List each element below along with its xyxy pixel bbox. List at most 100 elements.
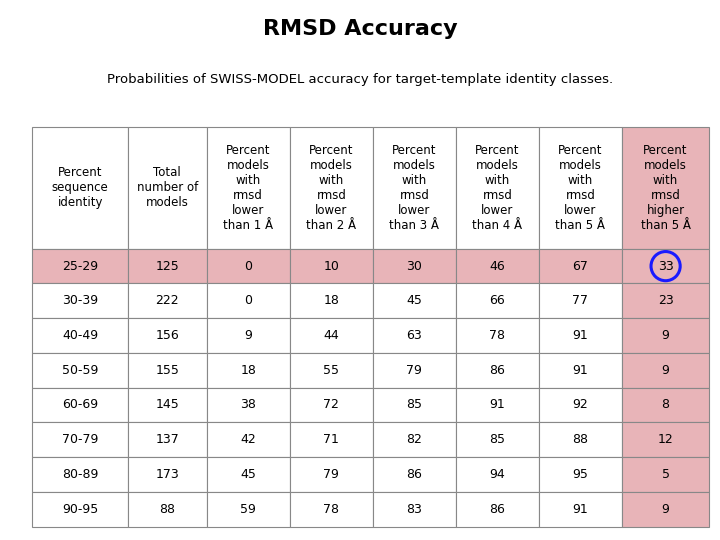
Text: Percent
models
with
rmsd
higher
than 5 Å: Percent models with rmsd higher than 5 Å [641,144,690,232]
Bar [373,284,456,318]
Bar [622,127,709,249]
Bar [32,388,128,422]
Bar [207,353,290,388]
Text: 155: 155 [156,364,179,377]
Text: 71: 71 [323,433,339,446]
Bar [622,353,709,388]
Text: 88: 88 [572,433,588,446]
Text: 222: 222 [156,294,179,307]
Text: 0: 0 [244,294,252,307]
Bar [622,249,709,284]
Bar [456,457,539,492]
Text: 91: 91 [572,503,588,516]
Bar [539,422,622,457]
Text: Probabilities of SWISS-MODEL accuracy for target-template identity classes.: Probabilities of SWISS-MODEL accuracy fo… [107,73,613,86]
Text: 83: 83 [407,503,423,516]
Bar [290,492,373,526]
Text: 40-49: 40-49 [62,329,98,342]
Text: 45: 45 [240,468,256,481]
Bar [456,284,539,318]
Bar [32,249,128,284]
Text: 12: 12 [658,433,673,446]
Text: 70-79: 70-79 [62,433,99,446]
Bar [32,284,128,318]
Bar [290,127,373,249]
Bar [622,492,709,526]
Bar [32,457,128,492]
Bar [128,318,207,353]
Text: 80-89: 80-89 [62,468,99,481]
Bar [128,492,207,526]
Text: 72: 72 [323,399,339,411]
Bar [207,457,290,492]
Bar [539,318,622,353]
Bar [207,249,290,284]
Bar [539,492,622,526]
Bar [290,318,373,353]
Bar [373,127,456,249]
Bar [128,127,207,249]
Bar [128,388,207,422]
Text: 78: 78 [323,503,339,516]
Bar [622,318,709,353]
Text: 42: 42 [240,433,256,446]
Bar [373,388,456,422]
Bar [539,284,622,318]
Bar [539,353,622,388]
Text: 9: 9 [662,364,670,377]
Text: 9: 9 [244,329,252,342]
Text: 30-39: 30-39 [62,294,98,307]
Bar [128,249,207,284]
Text: 78: 78 [490,329,505,342]
Text: 85: 85 [490,433,505,446]
Text: 55: 55 [323,364,339,377]
Text: 156: 156 [156,329,179,342]
Text: 95: 95 [572,468,588,481]
Bar [373,457,456,492]
Bar [290,388,373,422]
Bar [373,422,456,457]
Bar [539,249,622,284]
Text: 50-59: 50-59 [62,364,99,377]
Text: Total
number of
models: Total number of models [137,166,198,210]
Bar [539,127,622,249]
Text: 90-95: 90-95 [62,503,98,516]
Text: 94: 94 [490,468,505,481]
Text: 66: 66 [490,294,505,307]
Bar [207,422,290,457]
Text: 60-69: 60-69 [62,399,98,411]
Text: 63: 63 [407,329,422,342]
Bar [373,353,456,388]
Bar [32,353,128,388]
Bar [207,388,290,422]
Text: 82: 82 [407,433,423,446]
Bar [207,127,290,249]
Text: 137: 137 [156,433,179,446]
Bar [456,353,539,388]
Text: 85: 85 [406,399,423,411]
Text: 0: 0 [244,260,252,273]
Text: Percent
models
with
rmsd
lower
than 3 Å: Percent models with rmsd lower than 3 Å [390,144,439,232]
Text: 5: 5 [662,468,670,481]
Bar [32,318,128,353]
Bar [128,457,207,492]
Bar [290,284,373,318]
Text: 18: 18 [240,364,256,377]
Text: 86: 86 [490,503,505,516]
Text: 38: 38 [240,399,256,411]
Text: 88: 88 [159,503,176,516]
Text: 67: 67 [572,260,588,273]
Bar [539,388,622,422]
Text: 91: 91 [572,364,588,377]
Text: 173: 173 [156,468,179,481]
Bar [290,249,373,284]
Text: RMSD Accuracy: RMSD Accuracy [263,19,457,39]
Text: 9: 9 [662,329,670,342]
Bar [373,249,456,284]
Bar [456,422,539,457]
Bar [622,422,709,457]
Bar [456,492,539,526]
Bar [373,318,456,353]
Text: 10: 10 [323,260,339,273]
Text: 92: 92 [572,399,588,411]
